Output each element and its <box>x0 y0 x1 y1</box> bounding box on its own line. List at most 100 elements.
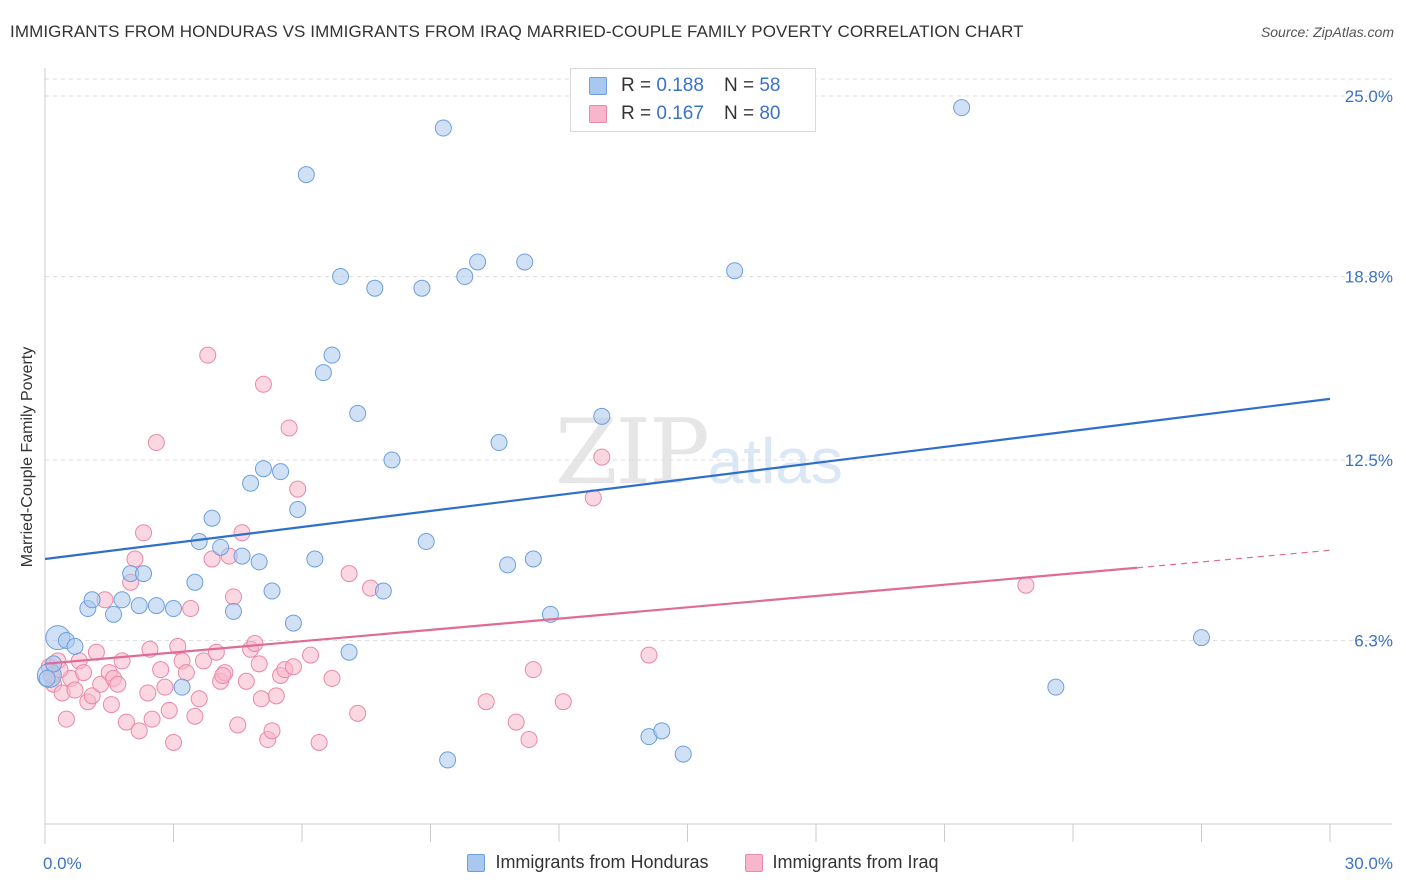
iraq-point <box>117 713 135 731</box>
iraq-point <box>113 652 131 670</box>
honduras-point <box>297 166 315 184</box>
iraq-point <box>190 690 208 708</box>
iraq-point <box>263 722 281 740</box>
honduras-point <box>130 597 148 615</box>
legend-n-value: 80 <box>759 103 781 124</box>
honduras-point <box>490 434 508 452</box>
axes <box>44 68 1392 844</box>
honduras-point <box>66 637 84 655</box>
honduras-point <box>653 722 671 740</box>
iraq-point <box>214 666 232 684</box>
honduras-point <box>323 346 341 364</box>
iraq-point <box>203 550 221 568</box>
iraq-point <box>246 634 264 652</box>
x-tick-label: 30.0% <box>1345 854 1393 873</box>
iraq-point <box>126 550 144 568</box>
honduras-point <box>456 268 474 286</box>
honduras-point <box>284 614 302 632</box>
legend-row-honduras: R = 0.188 N = 58 <box>589 75 780 97</box>
honduras-point <box>953 99 971 117</box>
iraq-point <box>135 524 153 542</box>
honduras-point <box>173 678 191 696</box>
iraq-point <box>477 693 495 711</box>
iraq-point <box>323 669 341 687</box>
honduras-point <box>147 597 165 615</box>
y-tick-label: 12.5% <box>1345 451 1393 470</box>
iraq-point <box>143 710 161 728</box>
iraq-point <box>289 480 307 498</box>
y-tick-label: 6.3% <box>1354 632 1393 651</box>
honduras-point <box>135 565 153 583</box>
honduras-point <box>383 451 401 469</box>
iraq-point <box>250 655 268 673</box>
iraq-swatch <box>589 105 607 123</box>
legend-r-label: R = <box>621 103 652 124</box>
iraq-point <box>194 652 212 670</box>
iraq-point <box>83 687 101 705</box>
honduras-point <box>113 591 131 609</box>
iraq-point <box>207 643 225 661</box>
iraq-point <box>302 646 320 664</box>
iraq-point <box>165 733 182 751</box>
iraq-point <box>507 713 525 731</box>
legend-item-iraq[interactable]: Immigrants from Iraq <box>744 852 939 873</box>
x-tick-label: 0.0% <box>43 854 82 873</box>
iraq-swatch <box>744 853 763 872</box>
watermark-atlas: atlas <box>707 425 843 497</box>
honduras-point <box>186 573 204 591</box>
iraq-point <box>177 664 195 682</box>
y-tick-label: 25.0% <box>1345 87 1393 106</box>
iraq-point <box>1017 576 1035 594</box>
honduras-series <box>36 99 1210 769</box>
honduras-point <box>726 262 744 280</box>
honduras-point <box>314 364 332 382</box>
honduras-point <box>289 501 307 519</box>
honduras-point <box>524 550 542 568</box>
iraq-point <box>554 693 572 711</box>
honduras-point <box>1047 678 1065 696</box>
honduras-point <box>516 253 534 271</box>
iraq-point <box>130 722 148 740</box>
honduras-point <box>439 751 457 769</box>
iraq-point <box>182 600 200 618</box>
honduras-point <box>254 460 272 478</box>
honduras-point <box>272 463 290 481</box>
honduras-point <box>203 509 221 527</box>
honduras-point <box>306 550 324 568</box>
honduras-swatch <box>467 853 486 872</box>
iraq-point <box>160 701 178 719</box>
honduras-point <box>332 268 350 286</box>
iraq-point <box>66 681 84 699</box>
honduras-point <box>499 556 517 574</box>
iraq-point <box>57 710 75 728</box>
honduras-point <box>224 602 242 620</box>
iraq-point <box>280 419 298 437</box>
honduras-point <box>38 669 56 687</box>
iraq-point <box>156 678 174 696</box>
chart-title: IMMIGRANTS FROM HONDURAS VS IMMIGRANTS F… <box>10 22 1024 41</box>
iraq-point <box>254 375 272 393</box>
trend-lines <box>44 397 1331 665</box>
source-label: Source: ZipAtlas.com <box>1260 24 1394 40</box>
honduras-point <box>242 474 260 492</box>
y-tick-label: 18.8% <box>1345 268 1393 287</box>
honduras-point <box>674 745 692 763</box>
legend-row-iraq: R = 0.167 N = 80 <box>589 103 780 125</box>
iraq-point <box>224 588 242 606</box>
iraq-series <box>40 346 1035 751</box>
iraq-point <box>524 661 542 679</box>
iraq-point <box>75 664 93 682</box>
iraq-point <box>152 661 170 679</box>
honduras-point <box>366 279 384 297</box>
legend-item-honduras[interactable]: Immigrants from Honduras <box>467 852 709 873</box>
iraq-point <box>237 672 255 690</box>
honduras-point <box>469 253 487 271</box>
iraq-point <box>199 346 217 364</box>
honduras-point <box>212 538 230 556</box>
iraq-point <box>267 687 285 705</box>
honduras-point <box>105 605 123 623</box>
honduras-point <box>417 533 435 551</box>
iraq-point <box>139 684 157 702</box>
iraq-point <box>640 646 658 664</box>
iraq-point <box>593 448 611 466</box>
